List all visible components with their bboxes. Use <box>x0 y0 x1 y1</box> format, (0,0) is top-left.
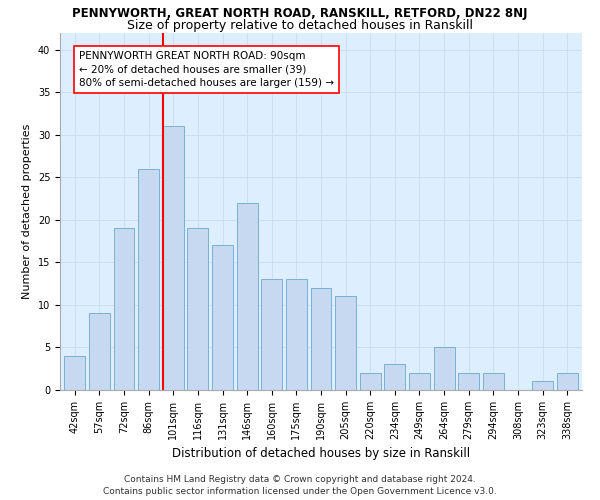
Bar <box>311 288 331 390</box>
Bar <box>458 373 479 390</box>
Bar <box>557 373 578 390</box>
Text: PENNYWORTH GREAT NORTH ROAD: 90sqm
← 20% of detached houses are smaller (39)
80%: PENNYWORTH GREAT NORTH ROAD: 90sqm ← 20%… <box>79 51 334 88</box>
Bar <box>89 314 110 390</box>
Text: Contains HM Land Registry data © Crown copyright and database right 2024.
Contai: Contains HM Land Registry data © Crown c… <box>103 474 497 496</box>
Bar <box>286 280 307 390</box>
Text: PENNYWORTH, GREAT NORTH ROAD, RANSKILL, RETFORD, DN22 8NJ: PENNYWORTH, GREAT NORTH ROAD, RANSKILL, … <box>72 8 528 20</box>
Y-axis label: Number of detached properties: Number of detached properties <box>22 124 32 299</box>
Text: Size of property relative to detached houses in Ranskill: Size of property relative to detached ho… <box>127 19 473 32</box>
Bar <box>335 296 356 390</box>
Bar <box>236 202 257 390</box>
Bar <box>187 228 208 390</box>
Bar <box>385 364 406 390</box>
Bar <box>64 356 85 390</box>
Bar <box>138 168 159 390</box>
Bar <box>483 373 504 390</box>
Bar <box>212 246 233 390</box>
Bar <box>434 348 455 390</box>
Bar <box>360 373 381 390</box>
Bar <box>532 382 553 390</box>
X-axis label: Distribution of detached houses by size in Ranskill: Distribution of detached houses by size … <box>172 448 470 460</box>
Bar <box>163 126 184 390</box>
Bar <box>409 373 430 390</box>
Bar <box>261 280 282 390</box>
Bar <box>113 228 134 390</box>
